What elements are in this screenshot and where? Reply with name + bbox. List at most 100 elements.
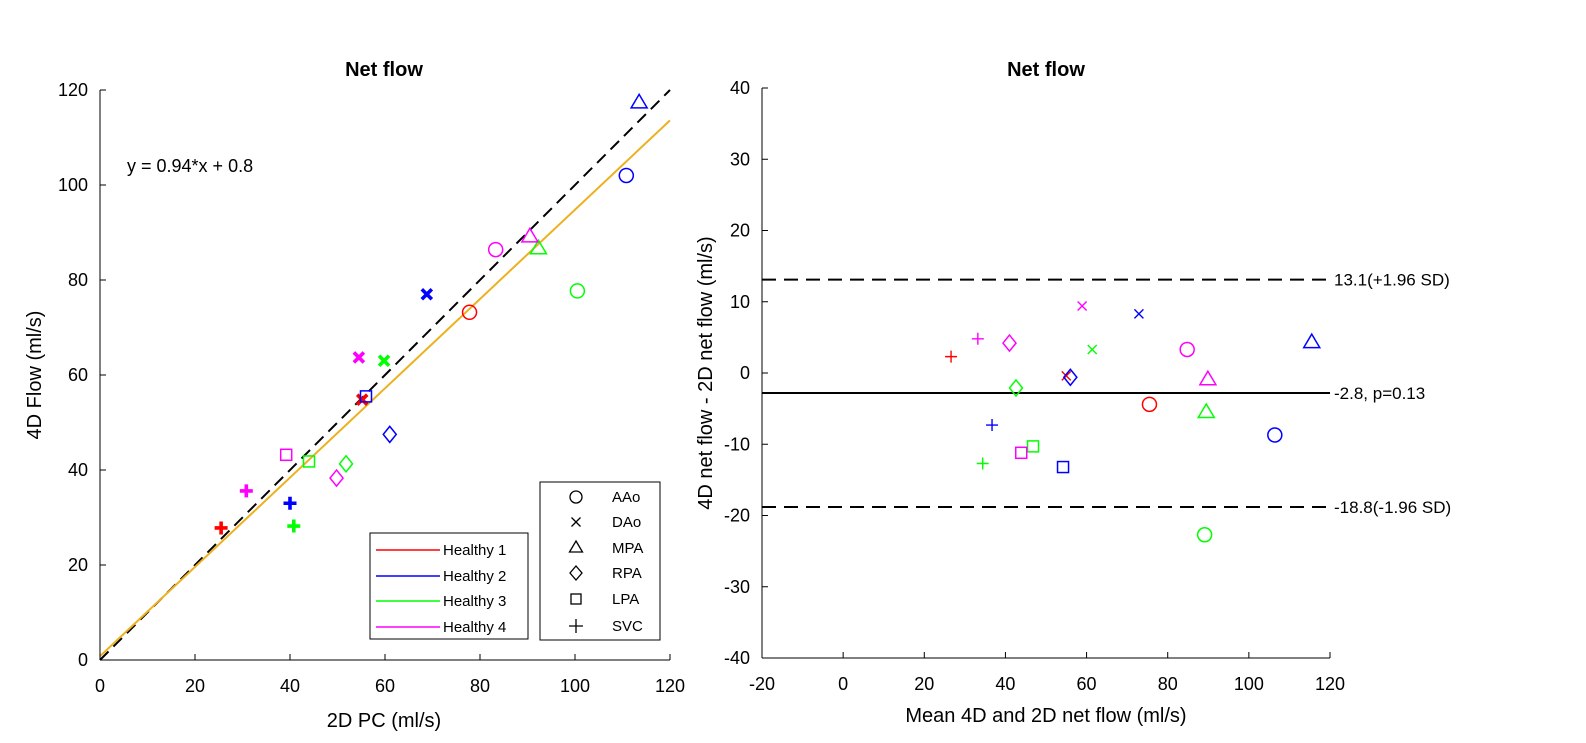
bland-altman-y-tick-label: 0	[740, 363, 750, 383]
correlation-x-tick-label: 0	[95, 676, 105, 696]
ba-point-healthy-4-lpa	[1015, 446, 1028, 460]
point-healthy-1-aao	[461, 304, 478, 321]
ba-point-healthy-1-aao	[1141, 396, 1158, 413]
ba-point-healthy-3-dao	[1087, 344, 1098, 355]
vessel-legend-box	[539, 481, 661, 641]
bland-altman-y-tick-label: 30	[730, 149, 750, 169]
bland-altman-x-tick-label: 120	[1315, 674, 1345, 694]
ba-point-healthy-2-mpa	[1302, 332, 1322, 349]
correlation-x-tick-label: 40	[280, 676, 300, 696]
x-marker-icon	[571, 517, 581, 527]
point-healthy-2-mpa	[629, 92, 649, 109]
ba-point-healthy-3-rpa	[1008, 378, 1024, 398]
point-healthy-4-lpa	[279, 448, 293, 462]
correlation-y-label: 4D Flow (ml/s)	[24, 311, 46, 440]
bland-altman-title: Net flow	[1007, 59, 1085, 81]
square-marker-icon	[570, 593, 582, 605]
bland-altman-x-tick-label: 100	[1234, 674, 1264, 694]
bland-altman-x-tick-label: -20	[749, 674, 775, 694]
correlation-y-tick-label: 40	[68, 460, 88, 480]
point-healthy-3-aao	[569, 283, 586, 299]
bland-altman-x-tick-label: 60	[1077, 674, 1097, 694]
ba-point-healthy-3-lpa	[1026, 440, 1040, 453]
vessel-legend: AAo DAo MPA RPA LPA SVC	[539, 481, 661, 641]
upper-limit-label: 13.1(+1.96 SD)	[1334, 271, 1450, 290]
plus-marker-icon	[569, 619, 583, 633]
ba-point-healthy-2-svc	[986, 419, 999, 432]
circle-marker-icon	[569, 490, 583, 504]
point-healthy-3-mpa	[529, 238, 548, 255]
point-healthy-4-dao	[352, 351, 366, 364]
correlation-y-tick-label: 120	[58, 80, 88, 100]
triangle-marker-icon	[568, 539, 584, 553]
subject-legend: Healthy 1 Healthy 2 Healthy 3 Healthy 4	[369, 532, 529, 640]
point-healthy-2-svc	[283, 496, 297, 510]
point-healthy-1-dao	[355, 393, 369, 406]
ba-point-healthy-4-svc	[971, 332, 984, 345]
point-healthy-3-rpa	[338, 454, 354, 474]
legend-label-svc: SVC	[612, 618, 643, 635]
correlation-x-ticks: 0 20 40 60 80 100 120	[95, 654, 685, 696]
bland-altman-y-label: 4D net flow - 2D net flow (ml/s)	[695, 236, 717, 509]
correlation-y-tick-label: 80	[68, 270, 88, 290]
bland-altman-plot: Net flow -20 0 20 40 60 80 100 120 -40-30-20-10…	[695, 59, 1451, 727]
bland-altman-x-label: Mean 4D and 2D net flow (ml/s)	[905, 705, 1186, 727]
bland-altman-x-ticks: -20 0 20 40 60 80 100 120	[749, 652, 1345, 694]
point-healthy-4-rpa	[329, 468, 345, 488]
correlation-x-tick-label: 60	[375, 676, 395, 696]
bland-altman-y-ticks: -40 -30 -20 -10 0 10 20 30 40	[724, 78, 768, 668]
correlation-x-tick-label: 20	[185, 676, 205, 696]
diamond-marker-icon	[569, 565, 583, 581]
bland-altman-x-tick-label: 20	[914, 674, 934, 694]
legend-label-healthy-1: Healthy 1	[443, 542, 506, 559]
ba-point-healthy-4-mpa	[1198, 369, 1218, 386]
ba-point-healthy-1-dao	[1061, 370, 1072, 381]
ba-point-healthy-1-svc	[945, 350, 958, 363]
point-healthy-4-svc	[239, 484, 253, 498]
bland-altman-y-tick-label: 20	[730, 221, 750, 241]
ba-point-healthy-4-dao	[1077, 301, 1088, 312]
bland-altman-x-tick-label: 0	[838, 674, 848, 694]
bland-altman-x-tick-label: 80	[1158, 674, 1178, 694]
correlation-y-tick-label: 60	[68, 365, 88, 385]
correlation-x-tick-label: 120	[655, 676, 685, 696]
point-healthy-2-rpa	[382, 425, 398, 444]
point-healthy-1-svc	[214, 521, 228, 535]
bland-altman-x-tick-label: 40	[995, 674, 1015, 694]
legend-label-healthy-4: Healthy 4	[443, 619, 506, 636]
correlation-y-tick-label: 0	[78, 650, 88, 670]
ba-point-healthy-2-aao	[1267, 427, 1283, 443]
bland-altman-y-tick-label: 40	[730, 78, 750, 98]
legend-label-dao: DAo	[612, 514, 641, 531]
lower-limit-label: -18.8(-1.96 SD)	[1334, 498, 1451, 517]
legend-label-healthy-2: Healthy 2	[443, 568, 506, 585]
regression-fit-line	[99, 119, 671, 657]
point-healthy-2-lpa	[359, 390, 373, 403]
correlation-y-ticks: 0 20 40 60 80 100 120	[58, 80, 106, 670]
correlation-plot: Net flow 0 20 40 60 80 100 120 0 20 40 60 80 100 120…	[24, 59, 685, 732]
ba-point-healthy-2-dao	[1133, 308, 1144, 319]
correlation-x-tick-label: 100	[560, 676, 590, 696]
bland-altman-points	[945, 301, 1322, 543]
bland-altman-y-tick-label: 10	[730, 292, 750, 312]
point-healthy-4-aao	[487, 241, 504, 258]
bland-altman-y-tick-label: -10	[724, 434, 750, 454]
correlation-x-tick-label: 80	[470, 676, 490, 696]
legend-label-mpa: MPA	[612, 540, 643, 557]
legend-label-aao: AAo	[612, 489, 640, 506]
point-healthy-4-mpa	[520, 226, 540, 243]
ba-point-healthy-3-svc	[976, 457, 989, 470]
ba-point-healthy-3-aao	[1196, 526, 1213, 543]
correlation-y-tick-label: 100	[58, 175, 88, 195]
ba-point-healthy-3-mpa	[1196, 402, 1216, 419]
point-healthy-3-lpa	[302, 455, 316, 468]
point-healthy-2-aao	[618, 167, 635, 184]
point-healthy-2-dao	[420, 287, 434, 301]
legend-label-healthy-3: Healthy 3	[443, 593, 506, 610]
ba-point-healthy-2-rpa	[1062, 368, 1078, 387]
regression-equation: y = 0.94*x + 0.8	[127, 156, 253, 176]
bland-altman-y-tick-label: -30	[724, 577, 750, 597]
ba-point-healthy-4-aao	[1179, 341, 1195, 358]
